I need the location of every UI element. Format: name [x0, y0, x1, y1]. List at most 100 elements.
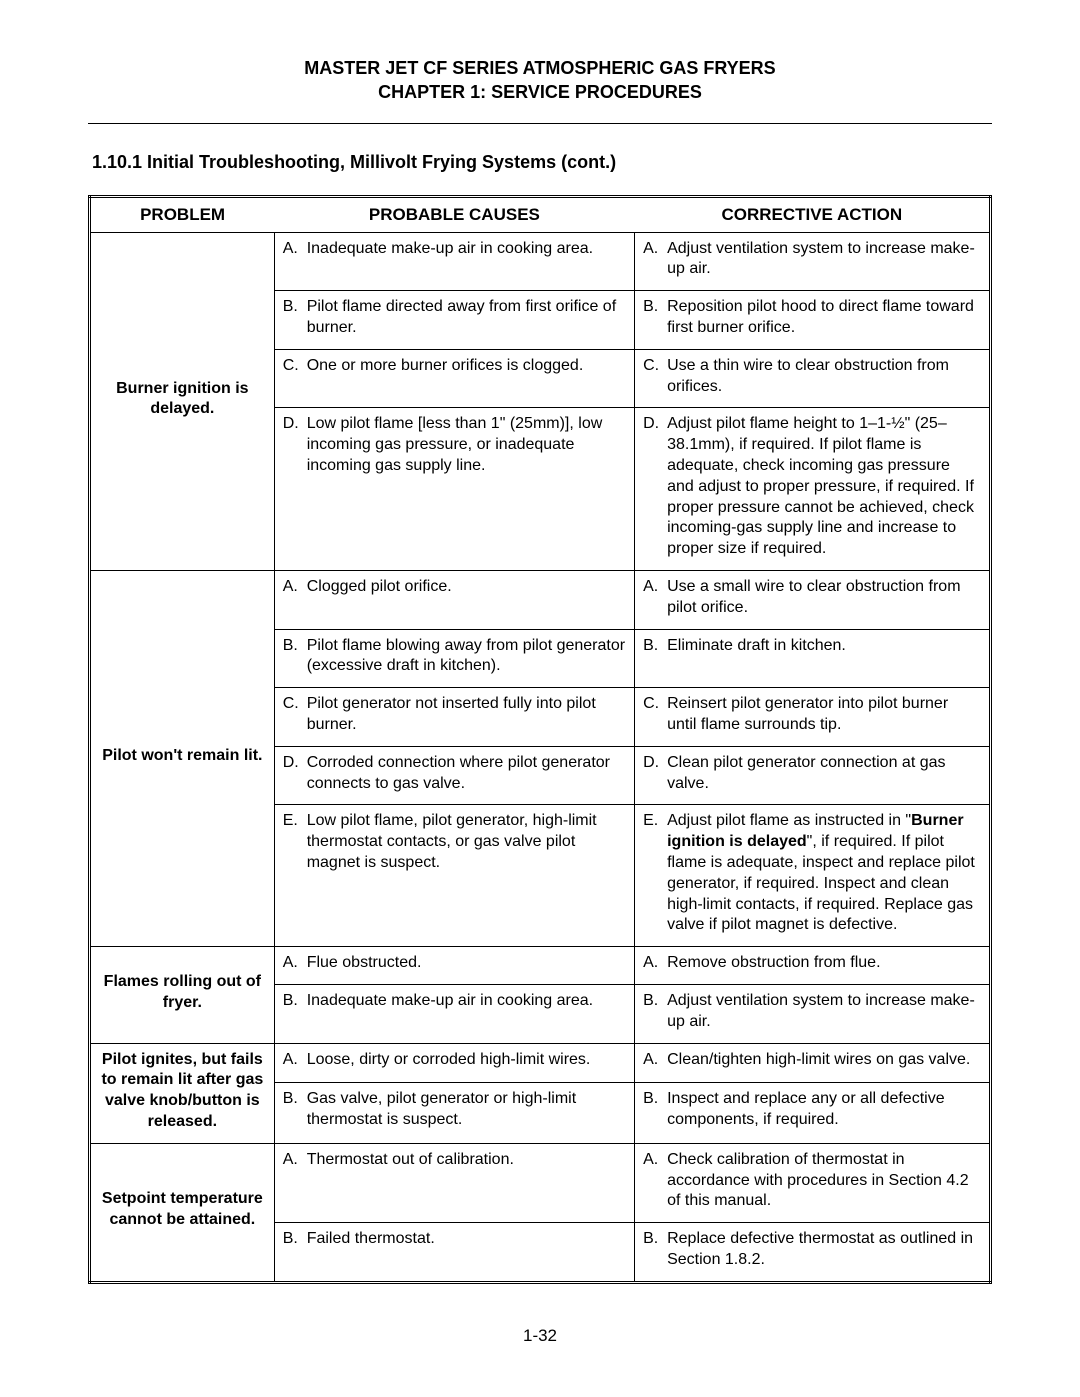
item-letter: A. — [283, 1050, 307, 1071]
action-cell: A.Use a small wire to clear obstruction … — [635, 571, 991, 630]
letter-block: A.Loose, dirty or corroded high-limit wi… — [283, 1050, 626, 1071]
item-text: Use a small wire to clear obstruction fr… — [667, 577, 981, 619]
item-letter: B. — [643, 1089, 667, 1131]
problem-cell: Setpoint temperature cannot be attained. — [90, 1143, 275, 1282]
letter-block: D.Adjust pilot flame height to 1–1-½" (2… — [643, 414, 981, 560]
letter-block: A.Remove obstruction from flue. — [643, 953, 981, 974]
action-cell: D.Clean pilot generator connection at ga… — [635, 746, 991, 805]
item-letter: B. — [643, 297, 667, 339]
letter-block: C.Reinsert pilot generator into pilot bu… — [643, 694, 981, 736]
item-text: One or more burner orifices is clogged. — [307, 356, 626, 377]
item-text: Pilot flame blowing away from pilot gene… — [307, 636, 626, 678]
action-cell: B.Eliminate draft in kitchen. — [635, 629, 991, 688]
letter-block: A.Use a small wire to clear obstruction … — [643, 577, 981, 619]
item-text: Remove obstruction from flue. — [667, 953, 981, 974]
action-cell: E.Adjust pilot flame as instructed in "B… — [635, 805, 991, 947]
item-letter: B. — [283, 636, 307, 678]
letter-block: A.Thermostat out of calibration. — [283, 1150, 626, 1171]
item-text: Pilot flame directed away from first ori… — [307, 297, 626, 339]
cause-cell: C.Pilot generator not inserted fully int… — [274, 688, 634, 747]
letter-block: C.One or more burner orifices is clogged… — [283, 356, 626, 377]
letter-block: B.Eliminate draft in kitchen. — [643, 636, 981, 657]
item-text: Clogged pilot orifice. — [307, 577, 626, 598]
letter-block: B.Pilot flame blowing away from pilot ge… — [283, 636, 626, 678]
letter-block: B.Pilot flame directed away from first o… — [283, 297, 626, 339]
item-text: Adjust pilot flame height to 1–1-½" (25–… — [667, 414, 981, 560]
action-cell: A.Check calibration of thermostat in acc… — [635, 1143, 991, 1222]
letter-block: A.Flue obstructed. — [283, 953, 626, 974]
problem-cell: Pilot won't remain lit. — [90, 571, 275, 947]
item-letter: B. — [283, 297, 307, 339]
item-text: Inadequate make-up air in cooking area. — [307, 239, 626, 260]
item-letter: A. — [283, 577, 307, 598]
item-letter: D. — [643, 753, 667, 795]
item-letter: D. — [283, 753, 307, 795]
letter-block: D.Low pilot flame [less than 1" (25mm)],… — [283, 414, 626, 476]
item-text: Pilot generator not inserted fully into … — [307, 694, 626, 736]
item-letter: A. — [643, 239, 667, 281]
problem-cell: Burner ignition is delayed. — [90, 232, 275, 570]
item-text: Clean/tighten high-limit wires on gas va… — [667, 1050, 981, 1071]
table-header-row: PROBLEM PROBABLE CAUSES CORRECTIVE ACTIO… — [90, 196, 991, 232]
item-text: Low pilot flame, pilot generator, high-l… — [307, 811, 626, 873]
action-cell: C.Use a thin wire to clear obstruction f… — [635, 349, 991, 408]
letter-block: A.Inadequate make-up air in cooking area… — [283, 239, 626, 260]
letter-block: A.Check calibration of thermostat in acc… — [643, 1150, 981, 1212]
letter-block: B.Gas valve, pilot generator or high-lim… — [283, 1089, 626, 1131]
item-text: Reinsert pilot generator into pilot burn… — [667, 694, 981, 736]
item-text: Eliminate draft in kitchen. — [667, 636, 981, 657]
troubleshooting-table: PROBLEM PROBABLE CAUSES CORRECTIVE ACTIO… — [88, 195, 992, 1284]
col-header-action: CORRECTIVE ACTION — [635, 196, 991, 232]
item-text: Loose, dirty or corroded high-limit wire… — [307, 1050, 626, 1071]
item-letter: B. — [643, 636, 667, 657]
doc-title-line1: MASTER JET CF SERIES ATMOSPHERIC GAS FRY… — [88, 56, 992, 80]
page-number: 1-32 — [88, 1326, 992, 1346]
item-letter: B. — [643, 1229, 667, 1271]
cause-cell: A.Clogged pilot orifice. — [274, 571, 634, 630]
letter-block: E.Low pilot flame, pilot generator, high… — [283, 811, 626, 873]
cause-cell: B.Gas valve, pilot generator or high-lim… — [274, 1082, 634, 1143]
item-letter: C. — [643, 356, 667, 398]
item-text: Inspect and replace any or all defective… — [667, 1089, 981, 1131]
item-text: Adjust ventilation system to increase ma… — [667, 239, 981, 281]
cause-cell: B.Pilot flame blowing away from pilot ge… — [274, 629, 634, 688]
cause-cell: A.Inadequate make-up air in cooking area… — [274, 232, 634, 291]
cause-cell: C.One or more burner orifices is clogged… — [274, 349, 634, 408]
item-letter: C. — [643, 694, 667, 736]
table-row: Setpoint temperature cannot be attained.… — [90, 1143, 991, 1222]
item-text: Clean pilot generator connection at gas … — [667, 753, 981, 795]
item-text: Adjust pilot flame as instructed in "Bur… — [667, 811, 981, 936]
action-cell: B.Replace defective thermostat as outlin… — [635, 1223, 991, 1283]
letter-block: B.Reposition pilot hood to direct flame … — [643, 297, 981, 339]
item-letter: A. — [643, 1050, 667, 1071]
cause-cell: B.Pilot flame directed away from first o… — [274, 291, 634, 350]
item-letter: D. — [643, 414, 667, 560]
item-letter: A. — [283, 1150, 307, 1171]
action-cell: A.Remove obstruction from flue. — [635, 947, 991, 985]
cause-cell: E.Low pilot flame, pilot generator, high… — [274, 805, 634, 947]
item-letter: C. — [283, 356, 307, 377]
item-text: Gas valve, pilot generator or high-limit… — [307, 1089, 626, 1131]
item-letter: E. — [643, 811, 667, 936]
item-text: Reposition pilot hood to direct flame to… — [667, 297, 981, 339]
item-letter: C. — [283, 694, 307, 736]
col-header-causes: PROBABLE CAUSES — [274, 196, 634, 232]
problem-cell: Pilot ignites, but fails to remain lit a… — [90, 1043, 275, 1143]
item-letter: B. — [283, 1229, 307, 1250]
cause-cell: A.Thermostat out of calibration. — [274, 1143, 634, 1222]
item-letter: A. — [643, 577, 667, 619]
item-text: Use a thin wire to clear obstruction fro… — [667, 356, 981, 398]
section-heading: 1.10.1 Initial Troubleshooting, Millivol… — [92, 152, 992, 173]
action-cell: D.Adjust pilot flame height to 1–1-½" (2… — [635, 408, 991, 571]
doc-title-line2: CHAPTER 1: SERVICE PROCEDURES — [88, 80, 992, 104]
item-text: Thermostat out of calibration. — [307, 1150, 626, 1171]
action-cell: B.Adjust ventilation system to increase … — [635, 985, 991, 1044]
letter-block: B.Replace defective thermostat as outlin… — [643, 1229, 981, 1271]
item-text: Corroded connection where pilot generato… — [307, 753, 626, 795]
title-divider — [88, 123, 992, 124]
table-row: Pilot ignites, but fails to remain lit a… — [90, 1043, 991, 1082]
item-letter: A. — [643, 1150, 667, 1212]
letter-block: C.Pilot generator not inserted fully int… — [283, 694, 626, 736]
letter-block: B.Inadequate make-up air in cooking area… — [283, 991, 626, 1012]
cause-cell: A.Flue obstructed. — [274, 947, 634, 985]
